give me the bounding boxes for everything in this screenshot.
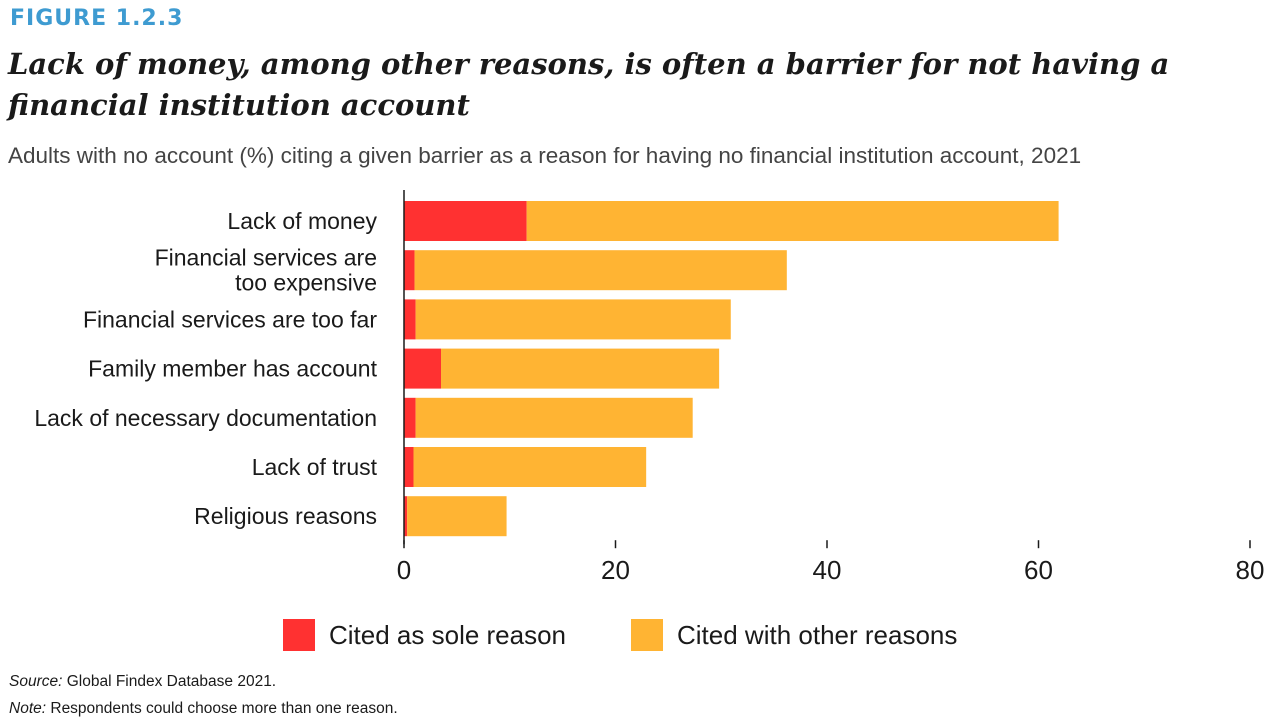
- bar-sole-6: [404, 496, 408, 537]
- x-tick-label-1: 20: [601, 555, 630, 585]
- source-note: Source: Global Findex Database 2021.: [9, 673, 276, 691]
- bar-sole-2: [404, 299, 416, 340]
- bar-sole-5: [404, 447, 414, 487]
- note-text: Respondents could choose more than one r…: [46, 700, 398, 717]
- category-label-5: Lack of trust: [252, 454, 378, 480]
- footnote: Note: Respondents could choose more than…: [9, 700, 398, 718]
- bar-other-3: [441, 348, 720, 389]
- category-label-6: Religious reasons: [194, 503, 377, 529]
- bar-sole-4: [404, 397, 416, 438]
- x-tick-label-3: 60: [1024, 555, 1053, 585]
- legend-swatch-sole: [283, 619, 315, 651]
- figure-label: FIGURE 1.2.3: [10, 6, 184, 31]
- category-label-0: Lack of money: [227, 208, 377, 234]
- chart-title: Lack of money, among other reasons, is o…: [8, 47, 1170, 122]
- bar-sole-3: [404, 348, 442, 389]
- bar-other-6: [407, 496, 507, 537]
- legend-item-sole: Cited as sole reason: [283, 617, 566, 653]
- x-tick-label-0: 0: [397, 555, 411, 585]
- source-text: Global Findex Database 2021.: [62, 673, 277, 690]
- note-label: Note:: [9, 700, 47, 717]
- category-label-4: Lack of necessary documentation: [34, 405, 377, 431]
- x-tick-label-2: 40: [813, 555, 842, 585]
- legend-label-other: Cited with other reasons: [677, 619, 958, 650]
- chart-subtitle: Adults with no account (%) citing a give…: [8, 143, 1082, 168]
- legend-item-other: Cited with other reasons: [631, 617, 957, 653]
- legend-label-sole: Cited as sole reason: [329, 619, 567, 650]
- bar-sole-1: [404, 250, 415, 291]
- x-tick-label-4: 80: [1236, 555, 1265, 585]
- bar-sole-0: [404, 201, 527, 241]
- bar-chart: Lack of money Financial services are too e…: [34, 190, 1265, 585]
- bar-other-4: [415, 397, 693, 438]
- category-label-3: Family member has account: [88, 356, 377, 382]
- category-label-2: Financial services are too far: [83, 306, 377, 332]
- legend-swatch-other: [631, 619, 663, 651]
- bar-other-5: [413, 447, 647, 487]
- source-label: Source:: [9, 673, 63, 690]
- bar-other-2: [415, 299, 731, 340]
- bar-other-1: [414, 250, 787, 291]
- chart-legend: Cited as sole reason Cited with other re…: [0, 617, 1276, 653]
- bar-other-0: [526, 201, 1059, 241]
- category-label-1: Financial services are too expensive: [155, 245, 377, 296]
